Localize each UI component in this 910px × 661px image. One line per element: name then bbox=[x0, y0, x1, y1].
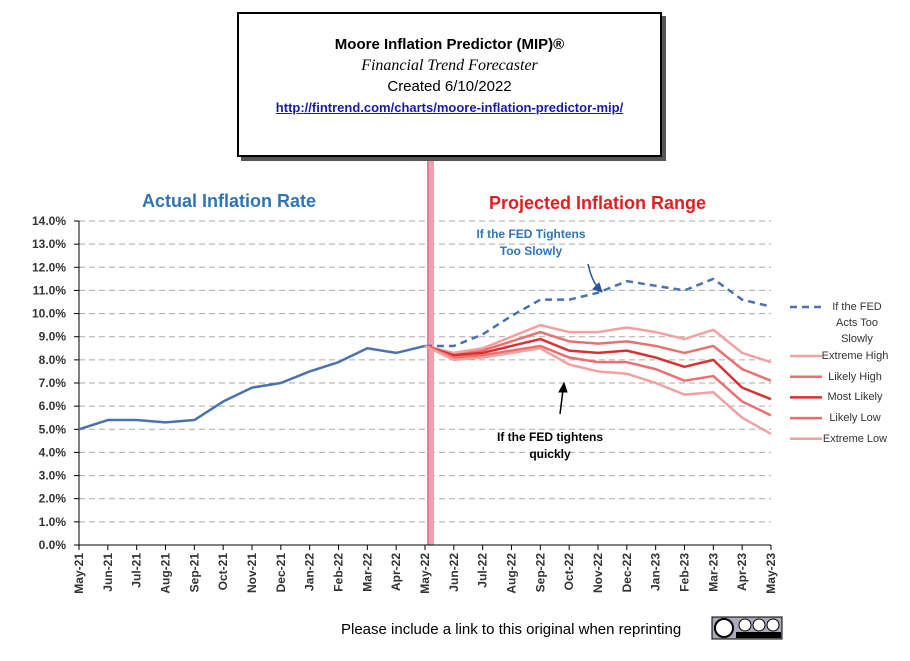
series-line bbox=[424, 344, 772, 417]
x-tick-label: Feb-22 bbox=[332, 553, 346, 592]
x-tick-label: Jan-22 bbox=[303, 553, 317, 591]
x-tick-label: Oct-21 bbox=[216, 553, 230, 591]
footer: Please include a link to this original w… bbox=[341, 621, 682, 638]
x-tick-label: Jul-22 bbox=[476, 553, 490, 588]
y-tick-label: 8.0% bbox=[39, 353, 67, 367]
left-heading: Actual Inflation Rate bbox=[142, 191, 317, 211]
y-tick-label: 0.0% bbox=[39, 538, 67, 552]
x-tick-label: Sep-21 bbox=[187, 553, 201, 593]
y-tick-label: 4.0% bbox=[39, 445, 67, 459]
y-tick-label: 5.0% bbox=[39, 422, 67, 436]
subtitle: Financial Trend Forecaster bbox=[361, 57, 538, 74]
y-tick-label: 11.0% bbox=[33, 283, 67, 297]
link[interactable]: http://fintrend.com/charts/moore-inflati… bbox=[275, 100, 624, 115]
series-line bbox=[424, 323, 772, 364]
series-line bbox=[425, 277, 772, 348]
y-tick-label: 7.0% bbox=[39, 376, 67, 390]
series-line bbox=[424, 337, 772, 401]
grid bbox=[79, 220, 771, 523]
right-heading: Projected Inflation Range bbox=[489, 193, 707, 213]
x-tick-label: Nov-21 bbox=[245, 553, 259, 593]
x-tick-label: Apr-23 bbox=[735, 553, 749, 591]
x-tick-label: Aug-21 bbox=[159, 553, 173, 594]
divider bbox=[427, 160, 434, 545]
y-tick-label: 3.0% bbox=[39, 469, 67, 483]
y-tick-label: 9.0% bbox=[39, 330, 67, 344]
x-tick-label: Dec-22 bbox=[620, 553, 634, 593]
x-tick-label: Nov-22 bbox=[591, 553, 605, 593]
x-tick-label: May-22 bbox=[418, 553, 432, 594]
title-box: Moore Inflation Predictor (MIP)® Financi… bbox=[237, 12, 662, 157]
series-line bbox=[78, 344, 426, 431]
y-tick-label: 14.0% bbox=[32, 214, 66, 228]
legend-label: Likely High bbox=[828, 370, 882, 383]
y-tick-label: 13.0% bbox=[32, 237, 66, 251]
title: Moore Inflation Predictor (MIP)® bbox=[334, 36, 565, 53]
created: Created 6/10/2022 bbox=[387, 78, 512, 95]
y-tick-label: 6.0% bbox=[39, 399, 67, 413]
x-tick-label: May-23 bbox=[764, 553, 778, 594]
series-line bbox=[424, 330, 772, 382]
x-tick-label: May-21 bbox=[72, 553, 86, 594]
x-tick-label: Mar-22 bbox=[360, 553, 374, 592]
x-tick-label: Feb-23 bbox=[678, 553, 692, 592]
x-tick-label: Dec-21 bbox=[274, 553, 288, 593]
arrow bbox=[558, 381, 568, 415]
x-tick-label: Jul-21 bbox=[130, 553, 144, 588]
x-tick-label: Aug-22 bbox=[505, 553, 519, 594]
y-tick-label: 2.0% bbox=[39, 492, 67, 506]
legend-label: Extreme High bbox=[821, 350, 889, 362]
x-tick-label: Jan-23 bbox=[649, 553, 663, 591]
x-tick-label: Apr-22 bbox=[389, 553, 403, 591]
legend-label: Most Likely bbox=[827, 391, 883, 404]
series-line bbox=[424, 344, 772, 436]
y-tick-label: 12.0% bbox=[32, 260, 66, 274]
annotation: If the FED Tightens Too Slowly bbox=[476, 227, 586, 258]
cc-badge bbox=[711, 616, 783, 640]
x-tick-label: Oct-22 bbox=[562, 553, 576, 591]
legend-label: If the FED Acts Too Slowly bbox=[832, 301, 882, 345]
annotation: If the FED tightens quickly bbox=[497, 430, 603, 461]
y-tick-label: 10.0% bbox=[32, 307, 66, 321]
arrow bbox=[587, 263, 603, 293]
legend-label: Likely Low bbox=[829, 412, 881, 425]
y-tick-label: 1.0% bbox=[39, 515, 67, 529]
x-tick-label: Mar-23 bbox=[706, 553, 720, 592]
legend-label: Extreme Low bbox=[822, 432, 888, 445]
x-tick-label: Jun-22 bbox=[447, 553, 461, 592]
x-tick-label: Sep-22 bbox=[533, 553, 547, 593]
x-tick-label: Jun-21 bbox=[101, 553, 115, 592]
